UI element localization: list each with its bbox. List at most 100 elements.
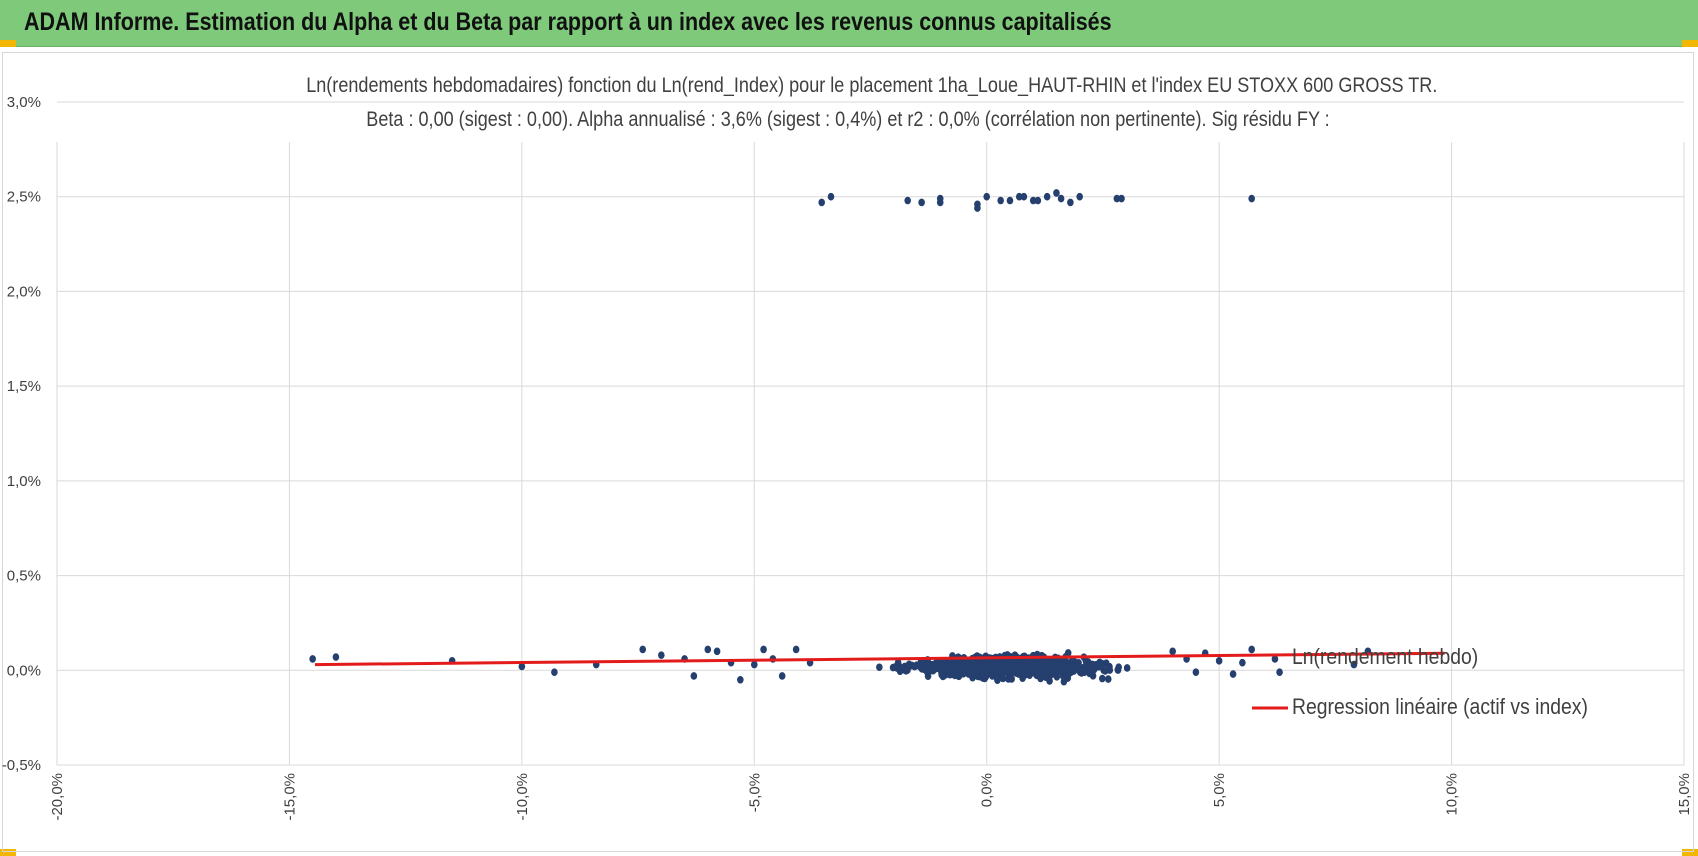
- x-tick-label: 5,0%: [1211, 773, 1228, 807]
- y-tick-label: 3,0%: [7, 94, 41, 111]
- data-point: [713, 647, 721, 656]
- corner-accent-top-right: [1682, 40, 1698, 47]
- y-tick-label: 2,5%: [7, 189, 41, 206]
- data-point: [971, 668, 979, 677]
- data-point: [1027, 660, 1035, 669]
- data-point: [974, 204, 981, 212]
- data-point: [918, 198, 925, 207]
- data-point: [920, 665, 928, 674]
- data-point: [1043, 192, 1051, 201]
- data-point: [979, 659, 986, 667]
- data-point: [1034, 196, 1042, 205]
- y-tick-label: 1,5%: [7, 378, 41, 395]
- data-point: [934, 658, 942, 667]
- data-point: [1248, 645, 1255, 654]
- data-point: [979, 674, 987, 682]
- data-point: [750, 660, 758, 669]
- data-point: [792, 645, 800, 654]
- data-point: [876, 663, 883, 672]
- data-point: [1169, 647, 1176, 656]
- legend-label-points: Ln(rendement hebdo): [1292, 644, 1479, 669]
- data-point: [1076, 192, 1083, 201]
- data-point: [1106, 662, 1113, 671]
- data-point: [998, 661, 1006, 669]
- data-point: [1118, 194, 1125, 203]
- data-point: [1067, 198, 1074, 207]
- report-header-bar: ADAM Informe. Estimation du Alpha et du …: [0, 0, 1698, 47]
- data-point: [1071, 663, 1079, 672]
- data-point: [904, 196, 911, 205]
- data-point: [309, 655, 316, 663]
- data-point: [1113, 194, 1121, 203]
- data-point: [551, 668, 558, 676]
- x-tick-label: -15,0%: [281, 773, 298, 821]
- x-tick-label: 10,0%: [1444, 773, 1461, 816]
- y-tick-label: 0,5%: [7, 568, 41, 585]
- data-point: [818, 198, 825, 207]
- corner-accent-bottom-right: [1682, 849, 1698, 856]
- corner-accent-top-left: [0, 40, 16, 47]
- x-tick-label: -10,0%: [514, 773, 531, 821]
- data-point: [1029, 196, 1037, 205]
- data-point: [1350, 660, 1358, 669]
- data-point: [332, 653, 340, 661]
- data-point: [658, 651, 665, 659]
- data-point: [989, 659, 997, 667]
- data-point: [737, 675, 744, 684]
- data-point: [997, 196, 1004, 205]
- legend-line-marker: [1252, 706, 1288, 710]
- data-point: [1104, 675, 1112, 683]
- chart-subtitle: Beta : 0,00 (sigest : 0,00). Alpha annua…: [366, 108, 1330, 131]
- data-point: [1215, 657, 1223, 665]
- data-point: [1064, 649, 1072, 657]
- data-point: [1015, 192, 1023, 201]
- x-tick-label: -20,0%: [49, 773, 66, 821]
- x-tick-label: 0,0%: [979, 773, 996, 807]
- x-tick-label: 15,0%: [1676, 773, 1693, 816]
- y-tick-label: -0,5%: [2, 757, 41, 774]
- data-point: [938, 668, 945, 676]
- data-point: [827, 192, 835, 201]
- data-point: [905, 660, 913, 669]
- data-point: [1114, 666, 1122, 674]
- chart-frame: [2, 52, 1694, 852]
- data-point: [690, 672, 698, 680]
- data-point: [1038, 662, 1046, 670]
- y-tick-label: 0,0%: [7, 662, 41, 679]
- data-point: [1123, 664, 1131, 672]
- data-point: [956, 661, 963, 670]
- data-point: [1229, 670, 1237, 678]
- data-point: [1020, 192, 1028, 201]
- data-point: [1098, 674, 1106, 683]
- data-point: [936, 198, 944, 207]
- data-point: [1276, 668, 1283, 676]
- corner-accent-bottom-left: [0, 849, 16, 856]
- data-point: [948, 663, 956, 672]
- data-point: [1048, 659, 1056, 668]
- y-tick-label: 1,0%: [7, 473, 41, 490]
- data-point: [999, 674, 1007, 683]
- regression-line: [314, 651, 1445, 667]
- data-point: [1239, 658, 1246, 667]
- data-point: [1053, 189, 1060, 197]
- chart-title: Ln(rendements hebdomadaires) fonction du…: [306, 74, 1438, 97]
- x-tick-label: -5,0%: [746, 773, 763, 812]
- y-tick-label: 2,0%: [7, 283, 41, 300]
- data-point: [1042, 673, 1050, 682]
- data-point: [639, 645, 647, 654]
- data-point: [1248, 194, 1255, 203]
- data-point: [1017, 668, 1024, 676]
- data-point: [984, 659, 991, 667]
- data-point: [961, 667, 968, 676]
- data-point: [1007, 664, 1015, 673]
- data-point: [1271, 655, 1279, 663]
- data-point: [893, 664, 901, 672]
- data-point: [982, 666, 990, 675]
- data-point: [929, 666, 937, 675]
- data-point: [778, 672, 786, 680]
- data-point: [922, 658, 930, 666]
- data-point: [1006, 196, 1014, 205]
- legend-label-regression: Regression linéaire (actif vs index): [1292, 694, 1588, 719]
- data-point: [1067, 668, 1074, 677]
